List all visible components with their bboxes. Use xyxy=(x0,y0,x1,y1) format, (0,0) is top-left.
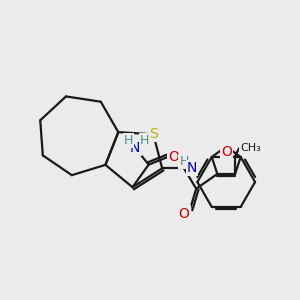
Text: CH₃: CH₃ xyxy=(240,143,261,153)
Text: O: O xyxy=(221,146,232,160)
Text: H: H xyxy=(140,134,149,147)
Text: S: S xyxy=(149,127,158,141)
Text: N: N xyxy=(130,141,140,155)
Text: N: N xyxy=(187,161,197,175)
Text: O: O xyxy=(168,149,179,164)
Text: H: H xyxy=(179,155,189,168)
Text: H: H xyxy=(124,134,133,147)
Text: O: O xyxy=(178,207,189,220)
